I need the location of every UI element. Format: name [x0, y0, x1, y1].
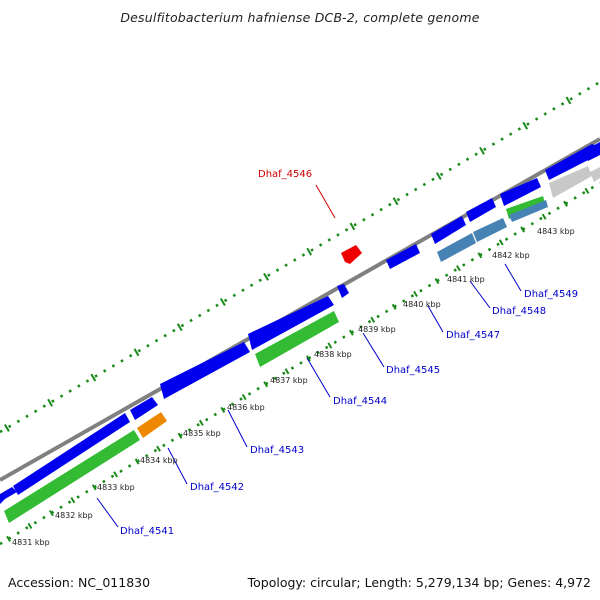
ring-tick — [306, 355, 311, 362]
scale-label: 4839 kbp — [358, 325, 396, 334]
ring-tick — [156, 445, 161, 452]
ring-tick — [370, 316, 376, 323]
ring-tick — [47, 398, 53, 407]
ring-tick — [176, 323, 183, 332]
rrna-feature[interactable] — [255, 311, 339, 367]
ring-tick — [91, 484, 97, 491]
gene-labels: Dhaf_4541 Dhaf_4542 Dhaf_4543 Dhaf_4544 … — [120, 169, 578, 537]
cds-feature[interactable] — [248, 296, 334, 350]
ring-tick — [27, 522, 33, 530]
cds-feature[interactable] — [585, 142, 600, 161]
ring-tick — [90, 373, 97, 382]
genome-info-label: Topology: circular; Length: 5,279,134 bp… — [247, 575, 591, 590]
gene-label-dhaf-4544[interactable]: Dhaf_4544 — [333, 396, 387, 407]
ring-tick — [263, 272, 269, 281]
gene-label-dhaf-4547[interactable]: Dhaf_4547 — [446, 330, 500, 341]
scale-label: 4843 kbp — [537, 227, 575, 236]
cds-feature[interactable] — [0, 487, 17, 504]
ring-tick — [327, 342, 333, 349]
ring-tick — [113, 471, 119, 478]
scale-label: 4838 kbp — [314, 350, 352, 359]
ring-tick — [456, 265, 461, 272]
ring-tick — [133, 348, 140, 357]
pseudo-feature[interactable] — [509, 200, 548, 222]
ring-tick — [477, 252, 483, 259]
scale-label: 4831 kbp — [12, 538, 50, 547]
ring-tick — [6, 535, 11, 542]
ring-tick — [435, 172, 442, 181]
map-title: Desulfitobacterium hafniense DCB-2, comp… — [120, 10, 480, 25]
cds-feature[interactable] — [13, 413, 130, 495]
gene-label-dhaf-4543[interactable]: Dhaf_4543 — [250, 445, 304, 456]
ring-tick — [4, 423, 10, 432]
scale-label: 4842 kbp — [492, 251, 530, 260]
ring-tick — [177, 432, 183, 439]
ring-tick — [413, 290, 418, 298]
ring-tick — [479, 146, 485, 155]
ring-tick — [391, 303, 397, 310]
scale-label: 4840 kbp — [403, 300, 441, 309]
scale-label: 4835 kbp — [183, 429, 221, 438]
ring-tick — [348, 329, 354, 336]
gene-label-dhaf-4545[interactable]: Dhaf_4545 — [386, 365, 440, 376]
pseudo-feature[interactable] — [437, 233, 476, 262]
cds-feature[interactable] — [500, 178, 541, 206]
cds-feature[interactable] — [160, 342, 250, 399]
scale-labels: 4831 kbp 4832 kbp 4833 kbp 4834 kbp 4835… — [12, 227, 575, 547]
highlighted-gene-feature[interactable] — [341, 245, 362, 264]
ring-tick — [241, 393, 247, 401]
cds-feature[interactable] — [130, 397, 158, 420]
scale-ticks — [6, 187, 590, 542]
ring-tick — [434, 277, 440, 285]
cds-feature[interactable] — [386, 244, 420, 269]
ring-tick — [565, 96, 572, 105]
trna-feature[interactable] — [137, 412, 167, 438]
pseudo-feature[interactable] — [473, 218, 507, 242]
gene-label-dhaf-4549[interactable]: Dhaf_4549 — [524, 289, 578, 300]
ring-tick — [134, 458, 140, 465]
ring-tick — [541, 213, 547, 220]
cds-feature[interactable] — [431, 216, 466, 244]
outer-ring-ticks — [4, 96, 572, 432]
scale-label: 4832 kbp — [55, 511, 93, 520]
accession-label: Accession: NC_011830 — [8, 575, 151, 590]
scale-label: 4833 kbp — [97, 483, 135, 492]
ring-tick — [284, 368, 290, 375]
ring-tick — [563, 200, 568, 207]
scale-label: 4841 kbp — [447, 275, 485, 284]
gene-label-dhaf-4548[interactable]: Dhaf_4548 — [492, 306, 546, 317]
gene-features — [0, 142, 600, 523]
ring-tick — [306, 247, 313, 256]
scale-label: 4834 kbp — [140, 456, 178, 465]
cds-feature[interactable] — [337, 284, 349, 298]
ring-tick — [498, 239, 504, 246]
cds-feature[interactable] — [466, 198, 496, 222]
ring-tick — [49, 509, 54, 517]
grey-feature[interactable] — [590, 167, 600, 182]
ring-tick — [198, 419, 204, 426]
grey-feature[interactable] — [549, 166, 592, 198]
ring-tick — [349, 222, 356, 231]
ring-tick — [219, 297, 226, 307]
ring-tick — [584, 187, 590, 194]
ring-tick — [263, 381, 269, 388]
label-leaders — [96, 184, 522, 528]
gene-label-dhaf-4546[interactable]: Dhaf_4546 — [258, 169, 312, 180]
ring-tick — [220, 406, 226, 414]
gene-label-dhaf-4542[interactable]: Dhaf_4542 — [190, 482, 244, 493]
scale-label: 4836 kbp — [227, 403, 265, 412]
ring-tick — [70, 497, 76, 504]
scale-label: 4837 kbp — [270, 376, 308, 385]
inner-dotted-ring — [0, 181, 600, 546]
ring-tick — [522, 121, 529, 130]
ring-tick — [520, 226, 526, 233]
gene-label-dhaf-4541[interactable]: Dhaf_4541 — [120, 526, 174, 537]
rrna-feature[interactable] — [4, 430, 140, 523]
ring-tick — [392, 197, 399, 206]
